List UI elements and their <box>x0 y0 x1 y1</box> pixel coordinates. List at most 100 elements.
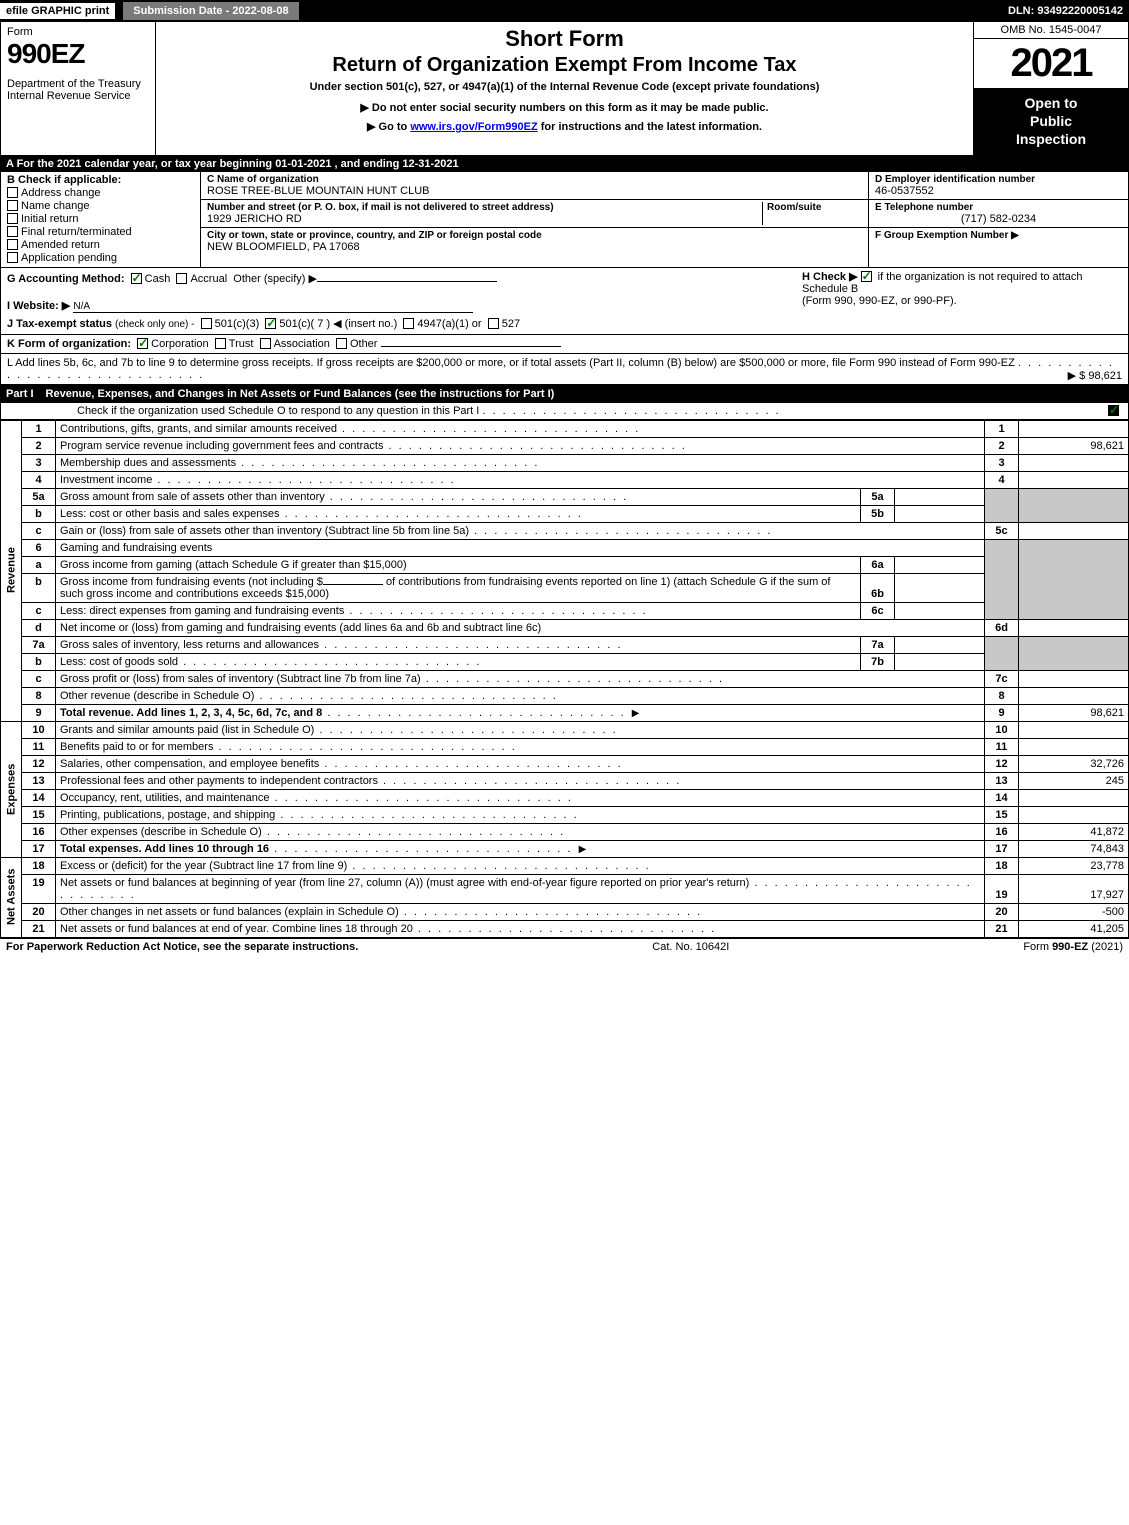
open-public-inspection: Open to Public Inspection <box>974 88 1128 155</box>
submission-date: Submission Date - 2022-08-08 <box>123 2 298 20</box>
part-1-table: Revenue 1 Contributions, gifts, grants, … <box>0 420 1129 938</box>
title-short-form: Short Form <box>164 26 965 52</box>
amt-10 <box>1019 721 1129 738</box>
omb-number: OMB No. 1545-0047 <box>974 22 1128 39</box>
b-header: B Check if applicable: <box>7 174 194 186</box>
chk-corporation[interactable] <box>137 338 148 349</box>
header-left: Form 990EZ Department of the Treasury In… <box>1 22 156 155</box>
phone-value: (717) 582-0234 <box>875 213 1122 225</box>
irs-label: Internal Revenue Service <box>7 90 149 102</box>
amt-11 <box>1019 738 1129 755</box>
val-5a <box>895 488 985 505</box>
ein-value: 46-0537552 <box>875 185 1122 197</box>
part-1-sub: Check if the organization used Schedule … <box>0 403 1129 420</box>
amt-15 <box>1019 806 1129 823</box>
amt-21: 41,205 <box>1019 920 1129 937</box>
form-word: Form <box>7 26 149 38</box>
phone-row: E Telephone number (717) 582-0234 <box>869 200 1128 228</box>
other-org-field[interactable] <box>381 346 561 347</box>
revenue-side-label: Revenue <box>1 420 22 721</box>
chk-application-pending[interactable]: Application pending <box>7 252 194 264</box>
chk-trust[interactable] <box>215 338 226 349</box>
amt-12: 32,726 <box>1019 755 1129 772</box>
column-b: B Check if applicable: Address change Na… <box>1 172 201 267</box>
amt-17: 74,843 <box>1019 840 1129 857</box>
form-label-footer: Form 990-EZ (2021) <box>1023 941 1123 953</box>
chk-4947[interactable] <box>403 318 414 329</box>
paperwork-notice: For Paperwork Reduction Act Notice, see … <box>6 941 358 953</box>
subtitle: Under section 501(c), 527, or 4947(a)(1)… <box>164 81 965 93</box>
val-6c <box>895 602 985 619</box>
other-method-field[interactable] <box>317 281 497 282</box>
val-7a <box>895 636 985 653</box>
val-5b <box>895 505 985 522</box>
ein-row: D Employer identification number 46-0537… <box>869 172 1128 200</box>
amt-4 <box>1019 471 1129 488</box>
amt-20: -500 <box>1019 903 1129 920</box>
group-exemption-row: F Group Exemption Number ▶ <box>869 228 1128 243</box>
form-number: 990EZ <box>7 38 149 70</box>
amt-8 <box>1019 687 1129 704</box>
chk-association[interactable] <box>260 338 271 349</box>
amt-14 <box>1019 789 1129 806</box>
amt-2: 98,621 <box>1019 437 1129 454</box>
j-tax-exempt-row: J Tax-exempt status (check only one) - 5… <box>7 317 1122 330</box>
amt-3 <box>1019 454 1129 471</box>
h-schedule-b-note: H Check ▶ if the organization is not req… <box>802 270 1122 307</box>
cat-no: Cat. No. 10642I <box>652 941 729 953</box>
page-footer: For Paperwork Reduction Act Notice, see … <box>0 938 1129 955</box>
amt-6d <box>1019 619 1129 636</box>
irs-link[interactable]: www.irs.gov/Form990EZ <box>410 121 537 133</box>
row-a-tax-year: A For the 2021 calendar year, or tax yea… <box>0 156 1129 172</box>
chk-accrual[interactable] <box>176 273 187 284</box>
chk-amended-return[interactable]: Amended return <box>7 239 194 251</box>
org-name: ROSE TREE-BLUE MOUNTAIN HUNT CLUB <box>207 185 862 197</box>
header-middle: Short Form Return of Organization Exempt… <box>156 22 973 155</box>
chk-527[interactable] <box>488 318 499 329</box>
top-bar: efile GRAPHIC print Submission Date - 20… <box>0 0 1129 22</box>
gross-receipts-amount: ▶ $ 98,621 <box>1068 369 1122 382</box>
address-row: Number and street (or P. O. box, if mail… <box>201 200 868 228</box>
org-name-row: C Name of organization ROSE TREE-BLUE MO… <box>201 172 868 200</box>
chk-address-change[interactable]: Address change <box>7 187 194 199</box>
chk-name-change[interactable]: Name change <box>7 200 194 212</box>
expenses-side-label: Expenses <box>1 721 22 857</box>
website-value: N/A <box>73 301 90 312</box>
chk-final-return[interactable]: Final return/terminated <box>7 226 194 238</box>
efile-label: efile GRAPHIC print <box>0 3 115 19</box>
tax-year: 2021 <box>974 39 1128 88</box>
column-d-e-f: D Employer identification number 46-0537… <box>868 172 1128 267</box>
amt-9: 98,621 <box>1019 704 1129 721</box>
city-row: City or town, state or province, country… <box>201 228 868 255</box>
header-right: OMB No. 1545-0047 2021 Open to Public In… <box>973 22 1128 155</box>
section-b-c-d: B Check if applicable: Address change Na… <box>0 172 1129 268</box>
chk-schedule-o[interactable] <box>1108 405 1119 416</box>
goto-link-row: ▶ Go to www.irs.gov/Form990EZ for instru… <box>164 120 965 133</box>
amt-7c <box>1019 670 1129 687</box>
title-return: Return of Organization Exempt From Incom… <box>164 54 965 77</box>
val-6b <box>895 573 985 602</box>
amt-19: 17,927 <box>1019 874 1129 903</box>
chk-501c[interactable] <box>265 318 276 329</box>
val-6a <box>895 556 985 573</box>
chk-cash[interactable] <box>131 273 142 284</box>
column-c: C Name of organization ROSE TREE-BLUE MO… <box>201 172 868 267</box>
amt-13: 245 <box>1019 772 1129 789</box>
chk-other-org[interactable] <box>336 338 347 349</box>
street-address: 1929 JERICHO RD <box>207 213 762 225</box>
chk-initial-return[interactable]: Initial return <box>7 213 194 225</box>
city-state-zip: NEW BLOOMFIELD, PA 17068 <box>207 241 862 253</box>
chk-h-not-required[interactable] <box>861 271 872 282</box>
dept-treasury: Department of the Treasury <box>7 78 149 90</box>
amt-16: 41,872 <box>1019 823 1129 840</box>
section-g-h-i-j: H Check ▶ if the organization is not req… <box>0 268 1129 335</box>
net-assets-side-label: Net Assets <box>1 857 22 937</box>
amt-5c <box>1019 522 1129 539</box>
amt-1 <box>1019 420 1129 437</box>
val-7b <box>895 653 985 670</box>
dln: DLN: 93492220005142 <box>1008 5 1129 17</box>
part-1-header: Part I Revenue, Expenses, and Changes in… <box>0 385 1129 403</box>
l-gross-receipts: L Add lines 5b, 6c, and 7b to line 9 to … <box>0 354 1129 385</box>
form-header: Form 990EZ Department of the Treasury In… <box>0 22 1129 156</box>
chk-501c3[interactable] <box>201 318 212 329</box>
